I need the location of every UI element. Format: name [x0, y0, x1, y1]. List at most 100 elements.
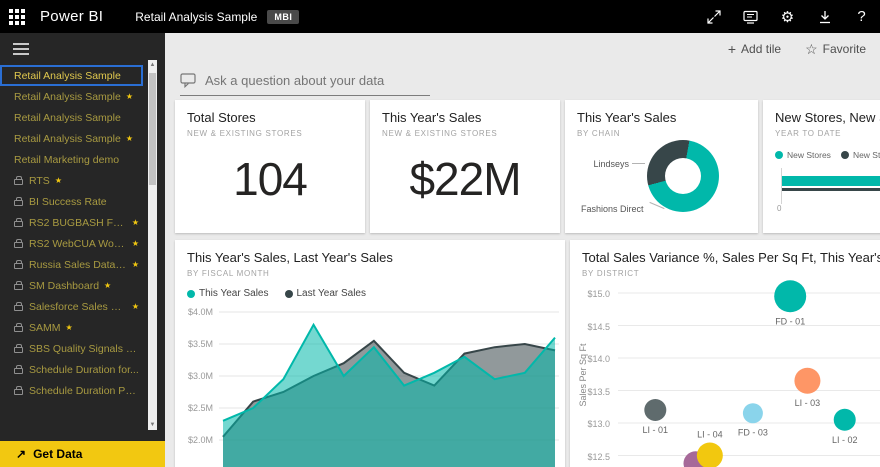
settings-gear-icon[interactable]: ⚙ [780, 8, 795, 26]
y-axis-tick: $14.0 [587, 354, 610, 364]
sidebar-item[interactable]: Salesforce Sales Mana... ★ [0, 296, 143, 317]
svg-text:LI - 02: LI - 02 [832, 435, 858, 445]
fiscal-area-chart [219, 311, 559, 467]
sidebar-item-label: BI Success Rate [29, 195, 107, 208]
dashboard-list: Retail Analysis Sample Retail Analysis Sa… [0, 65, 165, 401]
add-tile-label: Add tile [741, 42, 782, 56]
sidebar-item[interactable]: Retail Analysis Sample [0, 65, 143, 86]
sidebar-item[interactable]: SAMM ★ [0, 317, 143, 338]
sidebar-item[interactable]: BI Success Rate [0, 191, 143, 212]
sidebar-item-label: Retail Analysis Sample [14, 69, 121, 82]
help-icon[interactable]: ? [857, 8, 866, 25]
y-axis-tick: $14.5 [587, 321, 610, 332]
scroll-down-icon[interactable]: ▼ [149, 422, 156, 428]
dashboard-canvas: + Add tile ☆ Favorite Total Stores NEW &… [165, 33, 880, 467]
sidebar-item-label: SAMM [29, 321, 61, 334]
qna-input[interactable] [205, 73, 420, 88]
y-axis-tick: $3.5M [187, 339, 213, 349]
diagonal-arrow-icon: ↗ [16, 447, 27, 461]
app-logo: Power BI [40, 8, 104, 25]
sidebar-item[interactable]: RS2 BUGBASH FeedBa... ★ [0, 212, 143, 233]
sidebar-item[interactable]: Retail Marketing demo [0, 149, 143, 170]
sidebar: Retail Analysis Sample Retail Analysis Sa… [0, 33, 165, 467]
lock-icon [14, 176, 23, 185]
sidebar-scrollbar[interactable]: ▲ ▼ [148, 60, 157, 430]
tile-this-year-sales[interactable]: This Year's Sales NEW & EXISTING STORES … [370, 100, 560, 233]
sidebar-item-label: Retail Analysis Sample [14, 132, 121, 145]
waffle-menu-icon[interactable] [0, 0, 34, 33]
speech-bubble-icon [180, 73, 196, 88]
top-app-bar: Power BI Retail Analysis Sample MBI ⚙ ? [0, 0, 880, 33]
sidebar-item[interactable]: Schedule Duration for... [0, 359, 143, 380]
favorite-star-icon: ★ [54, 176, 62, 185]
sidebar-item-label: Schedule Duration Por... [29, 384, 139, 397]
favorite-star-icon: ★ [125, 134, 133, 143]
tile-subtitle: BY FISCAL MONTH [187, 269, 270, 278]
callout-line [632, 163, 645, 164]
legend-item: Last Year Sales [284, 288, 366, 299]
y-axis-tick: $4.0M [187, 307, 213, 317]
lock-icon [14, 197, 23, 206]
sidebar-item-label: RS2 BUGBASH FeedBa... [29, 216, 127, 229]
legend-label: This Year Sales [199, 288, 269, 299]
tile-new-stores[interactable]: New Stores, New Stor... YEAR TO DATE New… [763, 100, 880, 233]
scrollbar-thumb[interactable] [149, 73, 156, 185]
sidebar-item-label: RS2 WebCUA Word Sp... [29, 237, 127, 250]
tile-subtitle: BY CHAIN [577, 129, 621, 138]
lock-icon [14, 386, 23, 395]
y-axis-tick: $12.5 [587, 451, 610, 462]
svg-text:LI - 03: LI - 03 [795, 398, 821, 408]
sidebar-item-label: RTS [29, 174, 50, 187]
add-tile-button[interactable]: + Add tile [728, 42, 781, 56]
kpi-value: $22M [409, 153, 521, 205]
tile-subtitle: YEAR TO DATE [775, 129, 842, 138]
get-data-label: Get Data [33, 447, 83, 461]
favorite-button[interactable]: ☆ Favorite [805, 42, 866, 56]
y-axis-tick: $15.0 [587, 289, 610, 299]
sidebar-item[interactable]: RS2 WebCUA Word Sp... ★ [0, 233, 143, 254]
lock-icon [14, 218, 23, 227]
tile-title: Total Sales Variance %, Sales Per Sq Ft,… [582, 250, 880, 265]
favorite-star-icon: ★ [125, 92, 133, 101]
lock-icon [14, 323, 23, 332]
svg-text:FD - 03: FD - 03 [738, 427, 768, 437]
legend-dot [284, 289, 293, 298]
svg-text:LI - 01: LI - 01 [643, 425, 669, 435]
sidebar-item[interactable]: Retail Analysis Sample ★ [0, 86, 143, 107]
favorite-star-icon: ★ [131, 239, 139, 248]
kpi-value: 104 [233, 153, 308, 205]
legend-dot [840, 151, 849, 159]
favorite-star-icon: ★ [131, 218, 139, 227]
tile-title: This Year's Sales, Last Year's Sales [187, 250, 393, 265]
svg-text:LI - 04: LI - 04 [697, 430, 723, 440]
sidebar-item[interactable]: RTS ★ [0, 170, 143, 191]
tile-sales-by-chain[interactable]: This Year's Sales BY CHAIN Lindseys Fash… [565, 100, 758, 233]
y-axis-tick: $3.0M [187, 371, 213, 381]
district-scatter-chart: FD - 01 LI - 03 LI - 01 FD - 03 LI - 02 LI - … [618, 280, 880, 467]
tile-total-stores[interactable]: Total Stores NEW & EXISTING STORES 104 [175, 100, 365, 233]
tile-sales-by-fiscal-month[interactable]: This Year's Sales, Last Year's Sales BY … [175, 240, 565, 467]
tile-sales-by-district[interactable]: Total Sales Variance %, Sales Per Sq Ft,… [570, 240, 880, 467]
download-icon[interactable] [806, 0, 843, 33]
scroll-up-icon[interactable]: ▲ [149, 62, 156, 68]
qna-box[interactable] [180, 73, 430, 96]
sidebar-item[interactable]: SM Dashboard ★ [0, 275, 143, 296]
legend-item: This Year Sales [187, 288, 269, 299]
sidebar-item[interactable]: Russia Sales Data Dash... ★ [0, 254, 143, 275]
fullscreen-icon[interactable] [695, 0, 732, 33]
get-data-button[interactable]: ↗ Get Data [0, 441, 165, 467]
sidebar-item[interactable]: SBS Quality Signals Sc... [0, 338, 143, 359]
sidebar-item[interactable]: Retail Analysis Sample [0, 107, 143, 128]
svg-text:FD - 01: FD - 01 [775, 316, 805, 326]
lock-icon [14, 281, 23, 290]
tile-title: New Stores, New Stor... [775, 110, 880, 125]
tile-title: This Year's Sales [577, 110, 677, 125]
feedback-icon[interactable] [732, 0, 769, 33]
tile-subtitle: BY DISTRICT [582, 269, 640, 278]
hamburger-menu-icon[interactable] [13, 43, 29, 55]
sidebar-item-label: Schedule Duration for... [29, 363, 139, 376]
lock-icon [14, 365, 23, 374]
chain-donut [647, 140, 719, 212]
sidebar-item[interactable]: Retail Analysis Sample ★ [0, 128, 143, 149]
sidebar-item[interactable]: Schedule Duration Por... [0, 380, 143, 401]
